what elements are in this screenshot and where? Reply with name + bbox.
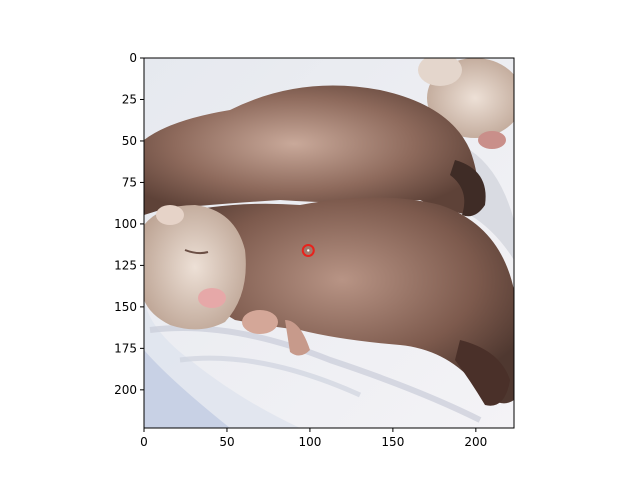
y-tick-label: 200 [114, 383, 137, 397]
y-axis: 0 25 50 75 100 125 150 175 200 [114, 51, 144, 397]
x-tick-label: 0 [140, 435, 148, 449]
y-tick-label: 150 [114, 300, 137, 314]
marker [301, 243, 315, 257]
y-tick-label: 75 [122, 175, 137, 189]
y-tick-label: 100 [114, 217, 137, 231]
y-tick-label: 25 [122, 92, 137, 106]
x-tick-label: 200 [464, 435, 487, 449]
y-tick-label: 50 [122, 134, 137, 148]
marker-circle [301, 243, 315, 257]
x-tick-label: 150 [381, 435, 404, 449]
y-tick-label: 125 [114, 258, 137, 272]
x-tick-label: 100 [298, 435, 321, 449]
axes-frame [143, 57, 515, 429]
x-axis: 0 50 100 150 200 [140, 428, 487, 449]
y-tick-label: 0 [129, 51, 137, 65]
y-tick-label: 175 [114, 341, 137, 355]
image-plot [144, 58, 514, 428]
x-tick-label: 50 [219, 435, 234, 449]
marker-center [307, 249, 310, 252]
